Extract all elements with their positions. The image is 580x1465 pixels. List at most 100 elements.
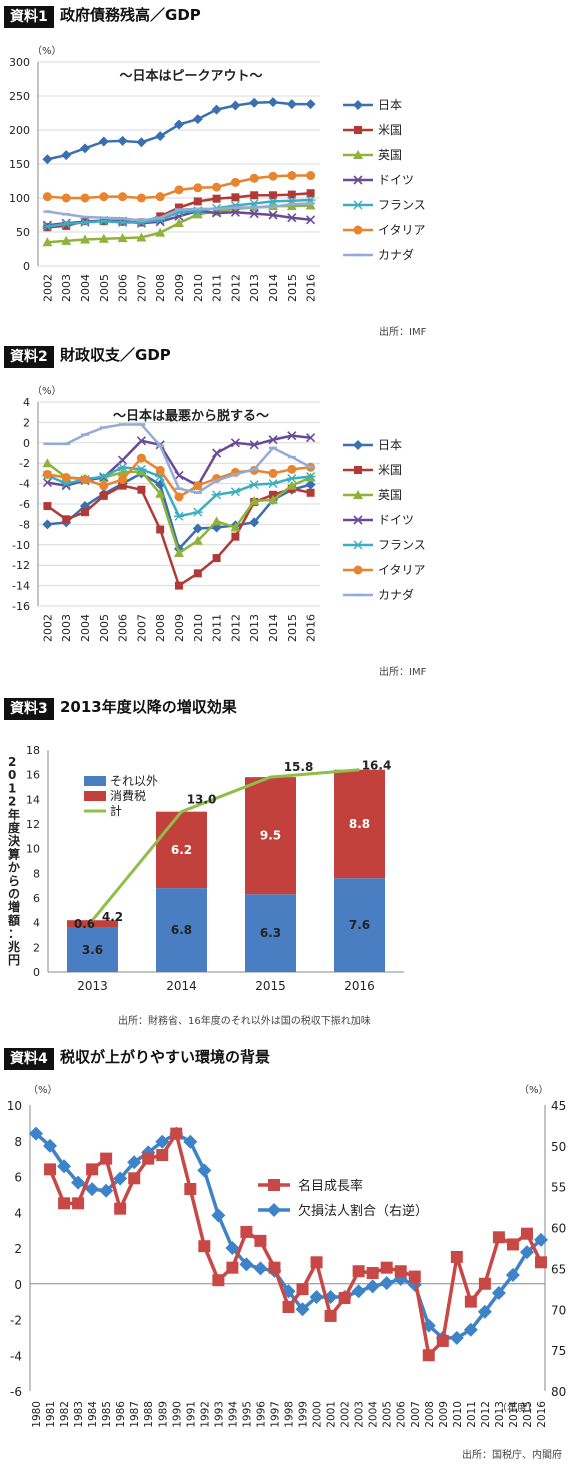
data-point: [192, 535, 203, 545]
data-point: [306, 215, 316, 225]
annotation: 〜日本はピークアウト〜: [119, 68, 262, 84]
data-point: [80, 143, 90, 154]
data-point: [174, 119, 184, 130]
data-point: [174, 547, 184, 557]
x-tick-label: 2013: [494, 1401, 506, 1428]
legend-label: それ以外: [110, 774, 158, 788]
y-tick-label: -2: [19, 457, 30, 470]
legend-label: 英国: [378, 148, 402, 162]
data-point: [309, 1290, 324, 1305]
data-point: [155, 192, 165, 202]
data-point: [43, 502, 52, 511]
data-point: [192, 507, 203, 517]
data-point: [287, 431, 297, 441]
data-point: [184, 1183, 197, 1196]
y-tick-label: 2: [33, 941, 40, 954]
y-tick-label-right: 55: [551, 1181, 566, 1195]
x-tick-label: 1993: [213, 1401, 225, 1428]
data-point: [268, 171, 278, 181]
data-point: [240, 1225, 253, 1238]
data-point: [156, 525, 165, 534]
data-point: [174, 470, 184, 481]
x-tick-label: 2009: [173, 614, 186, 642]
data-point: [351, 1284, 366, 1299]
bar-e3819de3828ce4bba5e5a496: [67, 927, 118, 972]
data-point: [42, 469, 52, 479]
data-point: [492, 1231, 505, 1244]
x-tick-label: 1995: [241, 1401, 253, 1428]
data-point: [155, 227, 166, 237]
data-point: [269, 191, 277, 200]
data-point: [117, 135, 128, 146]
data-point: [61, 150, 72, 161]
x-tick-label: 2005: [382, 1401, 394, 1428]
legend-label: カナダ: [378, 247, 414, 262]
series-line-nominal-growth: [48, 1129, 543, 1359]
section-4-source: 出所：国税庁、内閣府: [462, 1450, 562, 1461]
data-point: [505, 1267, 520, 1282]
data-point: [282, 1300, 295, 1313]
data-point: [393, 1272, 408, 1287]
x-tick-label: 2007: [410, 1401, 422, 1428]
x-tick-label: 2002: [41, 614, 54, 642]
y-tick-label: -8: [19, 518, 30, 531]
data-point: [268, 97, 278, 108]
data-point: [211, 490, 222, 500]
x-tick-label: 2003: [60, 274, 73, 302]
data-point: [99, 192, 109, 202]
x-tick-label: 2011: [211, 614, 224, 642]
data-label: 8.8: [349, 817, 370, 831]
y-axis-label: 2 0 1 2 年度決算からの増額：兆円: [7, 755, 21, 967]
total-label: 13.0: [187, 793, 217, 807]
x-tick-label: 1985: [101, 1401, 113, 1428]
data-point: [117, 467, 128, 477]
data-point: [99, 481, 109, 491]
data-point: [212, 182, 222, 192]
data-point: [174, 218, 184, 228]
x-tick-label: 1999: [298, 1401, 310, 1428]
data-point: [230, 438, 240, 448]
bar-e6b688e8b2bbe7a88e: [67, 920, 118, 928]
y-tick-label: 300: [9, 56, 30, 69]
data-point: [436, 1334, 449, 1347]
data-label: 6.3: [260, 926, 281, 940]
data-point: [408, 1270, 421, 1283]
data-point: [118, 192, 128, 202]
x-tick-label: 2007: [135, 274, 148, 302]
x-tick-label: 1996: [255, 1401, 267, 1428]
data-point: [324, 1309, 337, 1322]
y-tick-label: 0: [33, 966, 40, 979]
data-point: [118, 455, 128, 465]
x-tick-label: 2016: [344, 979, 375, 993]
legend-label: 日本: [378, 98, 402, 112]
x-tick-label: 2004: [79, 614, 92, 642]
y-tick-label-right: 80: [551, 1385, 566, 1399]
x-tick-label: 2013: [77, 979, 108, 993]
x-tick-label: 2014: [508, 1401, 520, 1428]
data-point: [352, 1265, 365, 1278]
y-tick-label-left: 0: [14, 1278, 22, 1292]
y-tick-label: -12: [12, 559, 30, 572]
data-point: [287, 190, 296, 199]
data-point: [306, 488, 315, 497]
y-tick-label: 18: [26, 744, 40, 757]
y-tick-label-right: 45: [551, 1099, 566, 1113]
legend-marker: [354, 126, 362, 134]
data-point: [230, 522, 241, 532]
data-point: [155, 131, 166, 142]
data-point: [193, 197, 202, 206]
data-point: [226, 1261, 239, 1274]
x-tick-label: 1997: [269, 1401, 281, 1428]
x-tick-label: 2002: [41, 274, 54, 302]
data-point: [155, 1134, 170, 1149]
legend-label: カナダ: [378, 587, 414, 602]
bar-e3819de3828ce4bba5e5a496: [245, 894, 296, 972]
x-tick-label: 2004: [368, 1401, 380, 1428]
data-point: [136, 137, 147, 148]
x-tick-label: 2014: [267, 614, 280, 642]
x-tick-label: 1989: [157, 1401, 169, 1428]
data-point: [72, 1197, 85, 1210]
data-point: [211, 104, 222, 115]
legend-label: 名目成長率: [298, 1178, 363, 1194]
y-tick-label: 100: [9, 192, 30, 205]
